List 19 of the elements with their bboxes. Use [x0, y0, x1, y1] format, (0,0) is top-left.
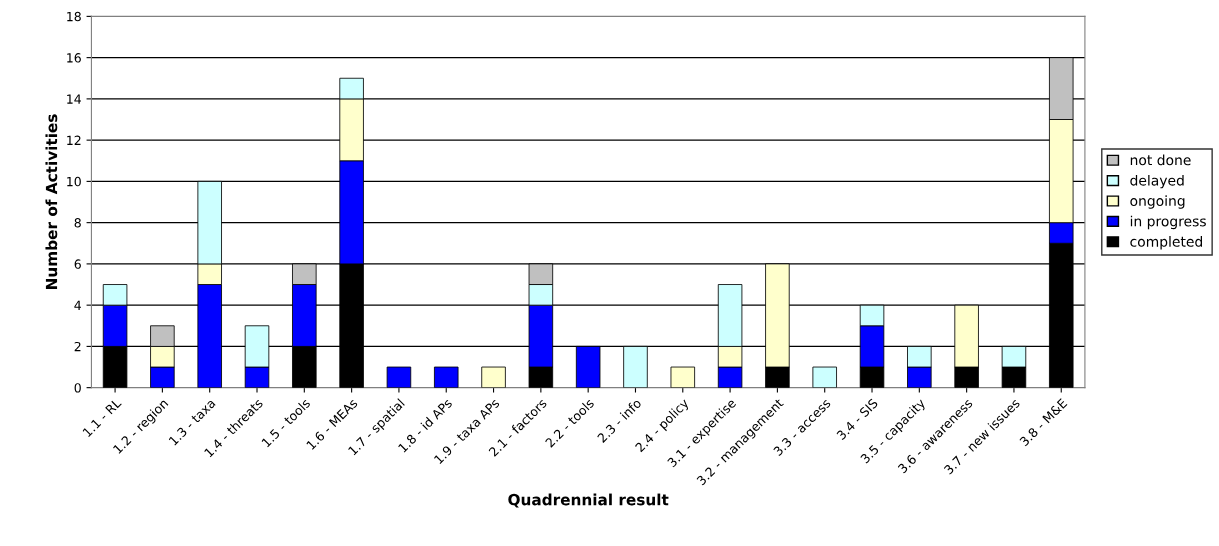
y-tick-label: 16 — [67, 53, 81, 63]
y-tick-label: 12 — [67, 135, 81, 145]
y-tick-label: 2 — [74, 341, 81, 352]
y-tick-label: 8 — [74, 218, 81, 228]
legend-label: completed — [1130, 236, 1202, 250]
x-tick-label: 3.4 - SIS — [836, 398, 879, 441]
y-tick-label: 14 — [67, 94, 81, 104]
x-tick-label: 1.1 - RL — [82, 397, 122, 438]
legend-label: not done — [1130, 154, 1191, 166]
y-axis-title: Number of Activities — [45, 114, 58, 290]
x-axis-title: Quadrennial result — [508, 493, 669, 508]
y-tick-label: 10 — [67, 176, 81, 187]
legend-label: in progress — [1130, 215, 1206, 230]
y-tick-label: 4 — [74, 300, 81, 310]
legend-label: delayed — [1130, 174, 1184, 189]
y-tick-label: 0 — [74, 383, 81, 393]
y-tick-label: 6 — [74, 259, 81, 269]
legend-label: ongoing — [1130, 195, 1185, 209]
y-tick-label: 18 — [67, 11, 81, 22]
